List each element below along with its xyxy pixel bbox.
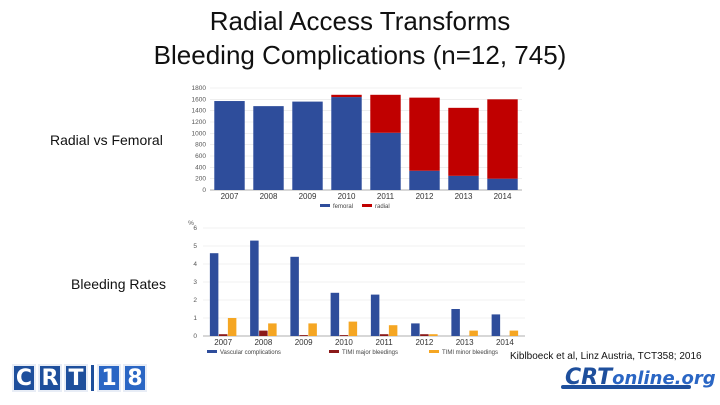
chart1-y-tick: 200 [195,176,206,183]
stacked-bar-chart-radial-vs-femoral: 0 200 400 600 800 1000 1200 1400 1600 1800 2007 200… [192,85,522,210]
chart1-x-tick: 2009 [299,192,317,201]
chart2-bar-series0-2012 [411,323,420,336]
crt18-logo-8: 8 [123,364,147,392]
chart2-x-tick: 2014 [496,338,514,347]
chart2-bar-series2-2008 [268,323,277,336]
chart2-side-label: Bleeding Rates [71,276,166,292]
chart2-x-tick: 2009 [295,338,313,347]
chart2-bar-series1-2010 [339,335,349,336]
chart2-x-tick: 2007 [214,338,232,347]
grouped-bar-chart-bleeding-rates: % 0 1 2 3 4 5 6 2007 2008 2009 2010 2011 2012 2013 2014… [188,220,525,356]
chart2-bar-series2-2012 [429,334,438,336]
chart2-bar-series0-2010 [330,292,340,336]
chart2-y-tick: 1 [193,315,197,322]
slide-title: Radial Access Transforms Bleeding Compli… [0,4,720,72]
crt18-logo: C R T 1 8 [12,364,147,392]
chart1-y-tick: 1000 [192,130,207,137]
chart1-bar-femoral-2012 [409,170,440,190]
title-line-2: Bleeding Complications (n=12, 745) [153,40,567,70]
chart1-bar-femoral-2009 [292,101,323,190]
crt18-logo-t: T [64,364,88,392]
chart2-bar-series0-2009 [290,256,299,336]
chart1-bar-femoral-2011 [370,132,401,190]
chart2-x-tick: 2010 [335,338,353,347]
chart2-bar-series0-2008 [250,240,259,336]
chart1-legend-label-femoral: femoral [333,204,353,210]
chart1-bar-femoral-2010 [331,97,362,190]
chart1-y-tick: 800 [195,142,206,149]
chart2-legend-swatch-series1 [329,350,339,353]
chart1-bar-femoral-2008 [253,106,284,190]
crt18-logo-separator [91,365,94,391]
chart2-x-tick: 2008 [254,338,272,347]
chart2-bar-series0-2011 [370,294,380,336]
chart1-legend-swatch-femoral [320,204,330,207]
chart1-bar-radial-2014 [487,99,518,179]
chart2-x-tick: 2011 [376,338,394,347]
chart2-bar-series2-2013 [469,330,478,336]
chart1-y-tick: 1800 [192,85,207,92]
chart1-x-tick: 2013 [455,192,473,201]
chart2-legend-label-series1: TIMI major bleedings [342,350,398,356]
chart1-x-tick: 2012 [416,192,434,201]
chart1-x-tick: 2014 [494,192,512,201]
chart1-y-tick: 0 [202,187,206,194]
citation: Kiblboeck et al, Linz Austria, TCT358; 2… [510,351,702,362]
chart2-legend-swatch-series0 [207,350,217,353]
chart2-bar-series1-2012 [420,334,429,336]
crtonline-logo: CRT online.org [561,365,716,390]
chart2-legend-swatch-series2 [429,350,439,353]
chart2-bar-series2-2009 [308,323,317,336]
chart2-y-tick: 4 [193,261,197,268]
chart1-y-tick: 400 [195,164,206,171]
chart2-y-tick: 5 [193,243,197,250]
chart1-legend-label-radial: radial [375,204,390,210]
chart2-bar-series2-2007 [227,318,237,336]
chart2-bar-series1-2011 [379,334,389,336]
chart2-bar-series2-2014 [509,330,519,336]
chart2-y-tick: 0 [193,333,197,340]
chart2-y-axis-label: % [188,220,194,227]
chart1-y-tick: 1200 [192,119,207,126]
crt18-logo-c: C [12,364,36,392]
chart2-bar-series0-2014 [491,314,501,336]
chart1-y-tick: 1600 [192,96,207,103]
chart1-bar-radial-2010 [331,94,362,98]
chart2-y-tick: 2 [193,297,197,304]
chart1-bar-radial-2011 [370,94,401,133]
chart1-y-tick: 1400 [192,108,207,115]
title-line-1: Radial Access Transforms [209,6,511,36]
chart1-y-tick: 600 [195,153,206,160]
chart2-bar-series2-2010 [348,321,358,336]
chart2-legend-label-series0: Vascular complications [220,350,281,356]
crt18-logo-1: 1 [97,364,121,392]
crt18-logo-r: R [38,364,62,392]
chart1-x-tick: 2011 [377,192,395,201]
crtonline-logo-online: online.org [612,368,716,389]
chart1-x-tick: 2007 [221,192,239,201]
chart2-y-tick: 6 [193,225,197,232]
chart2-bar-series0-2007 [209,253,219,336]
chart1-x-tick: 2008 [260,192,278,201]
chart2-y-tick: 3 [193,279,197,286]
chart2-bar-series2-2011 [388,325,398,336]
chart1-side-label: Radial vs Femoral [50,132,163,148]
crtonline-logo-swoosh [561,385,691,389]
chart2-bar-series1-2009 [299,335,308,336]
chart1-legend-swatch-radial [362,204,372,207]
chart2-x-tick: 2013 [456,338,474,347]
chart2-bar-series0-2013 [451,309,460,336]
chart2-x-tick: 2012 [415,338,433,347]
chart2-bar-series1-2007 [218,334,228,336]
chart1-bar-femoral-2013 [448,175,479,190]
chart1-x-tick: 2010 [338,192,356,201]
chart2-legend-label-series2: TIMI minor bleedings [442,350,498,356]
chart1-bar-radial-2012 [409,97,440,171]
chart1-bar-radial-2013 [448,107,479,176]
chart1-bar-femoral-2007 [214,101,245,190]
chart2-bar-series1-2008 [259,330,268,336]
chart1-bar-femoral-2014 [487,178,518,190]
